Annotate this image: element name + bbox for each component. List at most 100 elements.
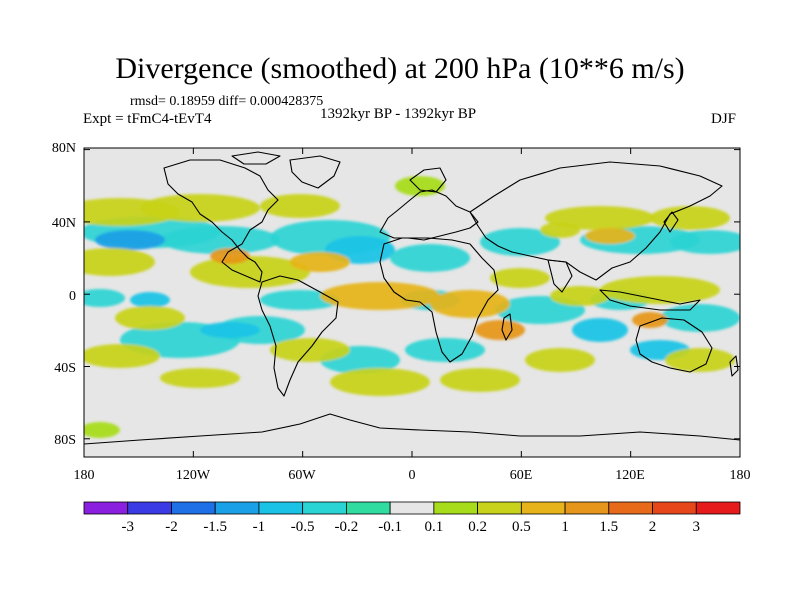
field-shade [330,368,430,396]
field-shade [84,422,120,438]
south-america-coastline [257,275,339,397]
field-shade [525,348,595,372]
field-shade [95,230,165,250]
madagascar-coastline [501,313,513,341]
colorbar-box [564,501,610,515]
colorbar-box [608,501,653,515]
field-shade [115,306,185,330]
colorbar-label: -0.5 [290,519,315,535]
new-zealand-coastline [729,355,739,377]
colorbar-box [520,501,566,515]
field-shade [260,194,340,218]
colorbar-box [302,501,347,515]
colorbar-box [214,501,260,515]
field-shade [260,290,340,310]
colorbar-label: 0.1 [424,519,444,535]
lon-tick-label: 60E [509,468,533,483]
field-shade [210,248,250,264]
colorbar-box [83,501,129,515]
field-shade [600,276,720,304]
field-shade [660,304,740,332]
field-shade [140,194,260,222]
colorbar-label: 3 [692,519,701,535]
lon-tick-label: 120W [175,468,211,483]
colorbar-label: -1 [252,519,266,535]
field-shade [475,320,525,340]
field-shade [670,230,740,254]
field-shade [440,368,520,392]
field-shade [572,318,628,342]
field-shade [270,338,350,362]
field-shade [480,228,560,256]
colorbar-label: 0.5 [511,519,531,535]
field-shade [84,289,125,307]
colorbar-label: -3 [121,519,134,535]
divergence-field [84,176,740,438]
colorbar-label: -2 [165,519,178,535]
lat-tick-label: 80S [54,433,76,448]
field-shade [320,282,440,310]
field-shade [550,286,610,306]
field-shade [650,206,730,230]
lon-tick-label: 120E [615,468,645,483]
axis-ticks [83,148,741,457]
india-coastline [547,259,573,293]
coastlines [84,151,740,445]
scandinavia-coastline [409,167,447,193]
field-shade [200,322,260,338]
colorbar-box [389,501,435,515]
field-shade [160,226,280,254]
plot-title: Divergence (smoothed) at 200 hPa (10**6 … [115,52,685,85]
colorbar-label: 1.5 [599,519,619,535]
stats-text: rmsd= 0.18959 diff= 0.000428375 [130,94,324,109]
field-shade [190,256,310,288]
field-shade [490,268,550,288]
colorbar-label: 0.2 [468,519,487,535]
field-shade [290,252,350,272]
experiment-label: Expt = tFmC4-tEvT4 [83,111,212,127]
colorbar-box [345,501,391,515]
asia-coastline [469,161,723,281]
colorbar-label: -0.2 [334,519,359,535]
arctic-islands [231,151,281,165]
field-shade [540,222,580,238]
field-shade [84,248,155,276]
lat-tick-label: 0 [69,289,76,304]
colorbar-box [127,501,172,515]
lat-tick-label: 40S [54,361,76,376]
colorbar-box [695,501,741,515]
greenland-coastline [289,155,341,189]
season-label: DJF [711,111,737,127]
field-shade [665,348,735,372]
field-shade [430,290,510,318]
colorbar [83,501,741,515]
colorbar-label: 2 [648,519,657,535]
colorbar-label: -0.1 [378,519,402,535]
field-shade [84,344,160,368]
field-shade [160,368,240,388]
colorbar-box [171,501,216,515]
lon-tick-label: 0 [408,468,416,483]
field-shade [405,338,485,362]
field-shade [632,312,668,328]
field-shade [130,292,170,308]
colorbar-box [477,501,522,515]
field-shade [395,176,445,196]
africa-coastline [379,237,499,363]
colorbar-box [258,501,304,515]
field-shade [585,228,635,244]
lon-tick-label: 180 [73,468,95,483]
colorbar-box [433,501,479,515]
field-shade [390,244,470,272]
period-label: 1392kyr BP - 1392kyr BP [320,106,477,122]
colorbar-label: 1 [561,519,569,535]
antarctica-coastline [84,413,740,445]
lon-tick-label: 60W [288,468,316,483]
colorbar-box [652,501,697,515]
australia-coastline [635,317,713,373]
japan-coastline [663,211,679,233]
lat-tick-label: 80N [51,141,76,156]
lat-tick-label: 40N [51,216,76,231]
north-america-coastline [163,159,279,283]
